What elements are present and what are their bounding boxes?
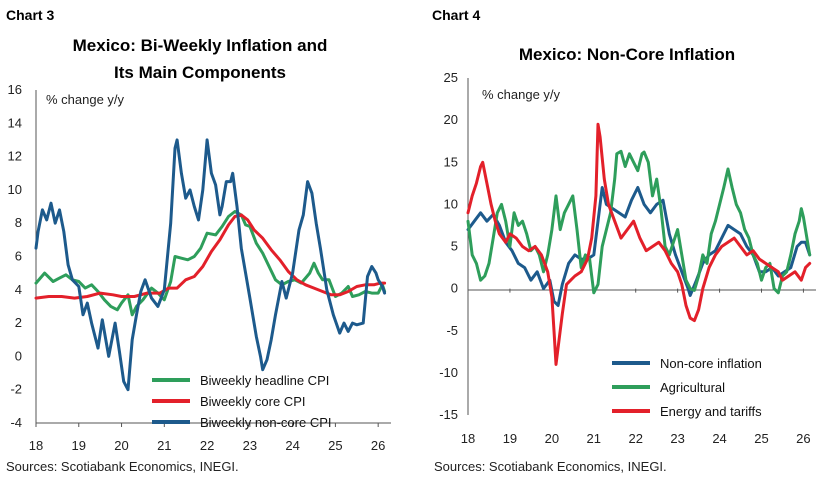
y-tick-label: -2 [10, 382, 22, 397]
legend-label: Agricultural [660, 380, 725, 395]
legend-label: Biweekly headline CPI [200, 373, 329, 388]
y-tick-label: 12 [8, 149, 22, 164]
legend-label: Non-core inflation [660, 356, 762, 371]
x-tick-label: 19 [72, 438, 86, 453]
y-tick-label: 10 [8, 182, 22, 197]
x-tick-label: 24 [712, 431, 726, 446]
series-line-energy-and-tariffs [466, 122, 812, 366]
y-tick-label: 2 [15, 315, 22, 330]
y-tick-label: 16 [8, 82, 22, 97]
x-tick-label: 26 [796, 431, 810, 446]
series-line-biweekly-headline-cpi [34, 210, 387, 317]
chart-title: Mexico: Non-Core Inflation [519, 45, 735, 64]
y-tick-label: 10 [444, 196, 458, 211]
y-tick-label: 20 [444, 112, 458, 127]
x-tick-label: 20 [114, 438, 128, 453]
source-note: Sources: Scotiabank Economics, INEGI. [434, 459, 667, 474]
legend-label: Biweekly non-core CPI [200, 415, 332, 430]
y-tick-label: -10 [439, 365, 458, 380]
x-tick-label: 25 [328, 438, 342, 453]
x-axis-ticks: 18 19 20 21 22 23 24 25 26 [461, 288, 811, 446]
y-tick-label: -15 [439, 407, 458, 422]
y-tick-label: 4 [15, 282, 22, 297]
x-tick-label: 21 [157, 438, 171, 453]
x-tick-label: 23 [670, 431, 684, 446]
legend-label: Energy and tariffs [660, 404, 762, 419]
legend: Biweekly headline CPI Biweekly core CPI Bi… [152, 373, 332, 430]
x-tick-label: 18 [29, 438, 43, 453]
y-tick-label: 6 [15, 249, 22, 264]
source-note: Sources: Scotiabank Economics, INEGI. [6, 459, 239, 474]
chart-4: Chart 4 Mexico: Non-Core Inflation % cha… [432, 7, 816, 474]
x-tick-label: 22 [628, 431, 642, 446]
y-tick-label: 8 [15, 215, 22, 230]
x-tick-label: 22 [200, 438, 214, 453]
chart-title-line-1: Mexico: Bi-Weekly Inflation and [73, 36, 328, 55]
chart-label: Chart 4 [432, 7, 480, 23]
y-axis-unit-label: % change y/y [46, 92, 125, 107]
x-axis-ticks: 18 19 20 21 22 23 24 25 26 [29, 423, 385, 453]
chart-3: Chart 3 Mexico: Bi-Weekly Inflation and … [6, 7, 391, 474]
series-line-agricultural [466, 149, 812, 295]
y-axis-unit-label: % change y/y [482, 87, 561, 102]
x-tick-label: 23 [243, 438, 257, 453]
chart-title-line-2: Its Main Components [114, 63, 286, 82]
y-tick-label: -4 [10, 415, 22, 430]
series-line-non-core-inflation [466, 186, 812, 307]
y-axis-ticks: 25 20 15 10 5 0 -5 -10 -15 [439, 70, 458, 422]
y-tick-label: 25 [444, 70, 458, 85]
x-tick-label: 20 [545, 431, 559, 446]
series-line-biweekly-non-core-cpi [34, 138, 387, 392]
x-tick-label: 19 [503, 431, 517, 446]
y-tick-label: 15 [444, 154, 458, 169]
x-tick-label: 24 [285, 438, 299, 453]
y-axis-ticks: 16 14 12 10 8 6 4 2 0 -2 -4 [8, 82, 22, 430]
x-tick-label: 26 [371, 438, 385, 453]
y-tick-label: 14 [8, 115, 22, 130]
y-tick-label: 0 [15, 348, 22, 363]
legend: Non-core inflation Agricultural Energy and… [612, 356, 762, 419]
series-line-biweekly-core-cpi [34, 213, 387, 300]
x-tick-label: 21 [587, 431, 601, 446]
legend-label: Biweekly core CPI [200, 394, 305, 409]
series-group [466, 122, 812, 366]
x-tick-label: 18 [461, 431, 475, 446]
series-group [34, 138, 387, 392]
y-tick-label: 5 [451, 239, 458, 254]
y-tick-label: -5 [446, 323, 458, 338]
chart-label: Chart 3 [6, 7, 54, 23]
y-tick-label: 0 [451, 281, 458, 296]
x-tick-label: 25 [754, 431, 768, 446]
